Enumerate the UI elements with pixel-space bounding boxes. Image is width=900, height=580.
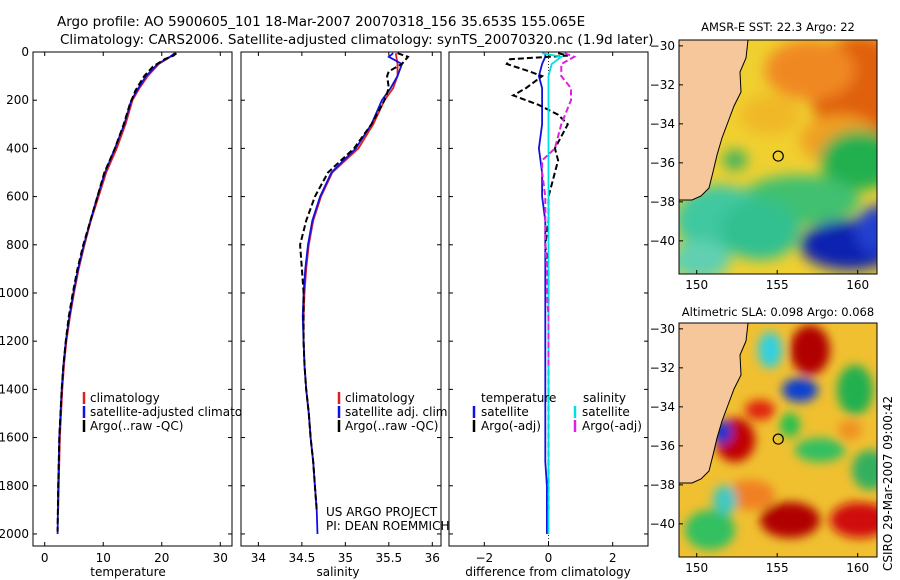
- x-tick-label: 10: [96, 551, 111, 565]
- map-y-tick-label: −30: [650, 322, 675, 336]
- map-y-tick-label: −38: [650, 478, 675, 492]
- y-tick-label: 1000: [0, 286, 29, 300]
- map-y-tick-label: −30: [650, 39, 675, 53]
- project-label-line1: US ARGO PROJECT: [326, 505, 438, 519]
- sla-map: Altimetric SLA: 0.098 Argo: 0.068: [650, 305, 878, 575]
- map-x-tick-label: 150: [685, 561, 708, 575]
- legend-label-climatology: climatology: [90, 391, 160, 405]
- x-tick-label: −2: [475, 551, 493, 565]
- map-x-tick-label: 155: [766, 561, 789, 575]
- x-tick-label: 20: [154, 551, 169, 565]
- temperature-legend: climatology satellite-adjusted climatolo…: [82, 391, 268, 433]
- y-tick-label: 600: [6, 190, 29, 204]
- legend-label-sal-satellite: satellite: [582, 405, 630, 419]
- sst-map-title: AMSR-E SST: 22.3 Argo: 22: [701, 20, 855, 34]
- map-x-tick-label: 160: [846, 561, 869, 575]
- map-x-tick-label: 160: [846, 278, 869, 292]
- argo-location-marker: [772, 433, 784, 445]
- x-tick-label: 0: [41, 551, 49, 565]
- series-line-salinity-argo-adj: [541, 52, 577, 366]
- salinity-xlabel: salinity: [316, 565, 359, 579]
- map-y-tick-label: −36: [650, 439, 675, 453]
- map-y-tick-label: −36: [650, 156, 675, 170]
- sst-field: [679, 40, 877, 274]
- salinity-legend: climatology satellite adj. clim. Argo(..…: [337, 391, 451, 433]
- x-tick-label: 36: [425, 551, 440, 565]
- x-tick-label: 34.5: [289, 551, 316, 565]
- x-tick-label: 30: [213, 551, 228, 565]
- legend-label-sal-argo: Argo(-adj): [582, 419, 642, 433]
- x-tick-label: 35.5: [375, 551, 402, 565]
- y-tick-label: 1800: [0, 479, 29, 493]
- map-y-tick-label: −40: [650, 234, 675, 248]
- y-tick-label: 400: [6, 141, 29, 155]
- figure-title-line1: Argo profile: AO 5900605_101 18-Mar-2007…: [57, 14, 585, 30]
- legend-title-salinity: salinity: [583, 391, 626, 405]
- sst-axes-box: [678, 39, 878, 275]
- y-tick-label: 800: [6, 238, 29, 252]
- salinity-panel: 34 34.5 35 35.5 36 salinity climatology sate…: [240, 51, 451, 579]
- map-y-tick-label: −40: [650, 517, 675, 531]
- y-tick-label: 200: [6, 93, 29, 107]
- x-tick-label: 34: [251, 551, 266, 565]
- map-y-tick-label: −34: [650, 400, 675, 414]
- salinity-axes-box: [240, 51, 442, 547]
- series-line-satellite-adj-clim: [301, 52, 404, 535]
- project-label-line2: PI: DEAN ROEMMICH: [326, 519, 449, 533]
- temperature-panel: 0 10 20 30 0 200 400 600 800 1000 1200 1400 1600 1800…: [0, 45, 268, 579]
- legend-label-argo: Argo(..raw -QC): [90, 419, 183, 433]
- series-line-salinity-satellite: [541, 52, 564, 534]
- y-tick-label: 0: [21, 45, 29, 59]
- x-tick-label: 0: [545, 551, 553, 565]
- map-y-tick-label: −38: [650, 195, 675, 209]
- series-line-argo-raw-qc: [299, 52, 410, 510]
- y-tick-label: 1600: [0, 431, 29, 445]
- temperature-xlabel: temperature: [90, 565, 165, 579]
- sst-land: [679, 40, 749, 201]
- legend-label-satellite: satellite-adjusted climatology: [90, 405, 268, 419]
- y-tick-label: 1200: [0, 334, 29, 348]
- difference-legend: temperature satellite Argo(-adj) salinit…: [472, 391, 642, 433]
- temperature-axes-box: [32, 51, 233, 547]
- argo-location-marker: [772, 150, 784, 162]
- sst-map: AMSR-E SST: 22.3 Argo: 22 150 155 160 −30 −3…: [650, 20, 878, 292]
- legend-label-temp-satellite: satellite: [481, 405, 529, 419]
- x-tick-label: 2: [609, 551, 617, 565]
- side-label: CSIRO 29-Mar-2007 09:00:42: [881, 396, 895, 571]
- figure-title-line2: Climatology: CARS2006. Satellite-adjuste…: [60, 32, 653, 48]
- map-y-tick-label: −32: [650, 361, 675, 375]
- legend-label-satellite: satellite adj. clim.: [345, 405, 451, 419]
- legend-title-temperature: temperature: [481, 391, 556, 405]
- y-tick-label: 2000: [0, 527, 29, 541]
- sla-field: [685, 325, 877, 550]
- x-tick-label: 35: [338, 551, 353, 565]
- series-line-argo-raw-qc: [56, 52, 178, 532]
- map-x-tick-label: 155: [766, 278, 789, 292]
- y-tick-label: 1400: [0, 382, 29, 396]
- map-y-tick-label: −32: [650, 78, 675, 92]
- sla-axes-box: [678, 322, 878, 558]
- map-y-tick-label: −34: [650, 117, 675, 131]
- legend-label-argo: Argo(..raw -QC): [345, 419, 438, 433]
- sla-map-title: Altimetric SLA: 0.098 Argo: 0.068: [682, 305, 874, 319]
- sla-land: [679, 323, 749, 484]
- legend-label-temp-argo: Argo(-adj): [481, 419, 541, 433]
- difference-xlabel: difference from climatology: [465, 565, 631, 579]
- map-x-tick-label: 150: [685, 278, 708, 292]
- legend-label-climatology: climatology: [345, 391, 415, 405]
- difference-panel: −2 0 2 difference from climatology tempera…: [448, 51, 649, 579]
